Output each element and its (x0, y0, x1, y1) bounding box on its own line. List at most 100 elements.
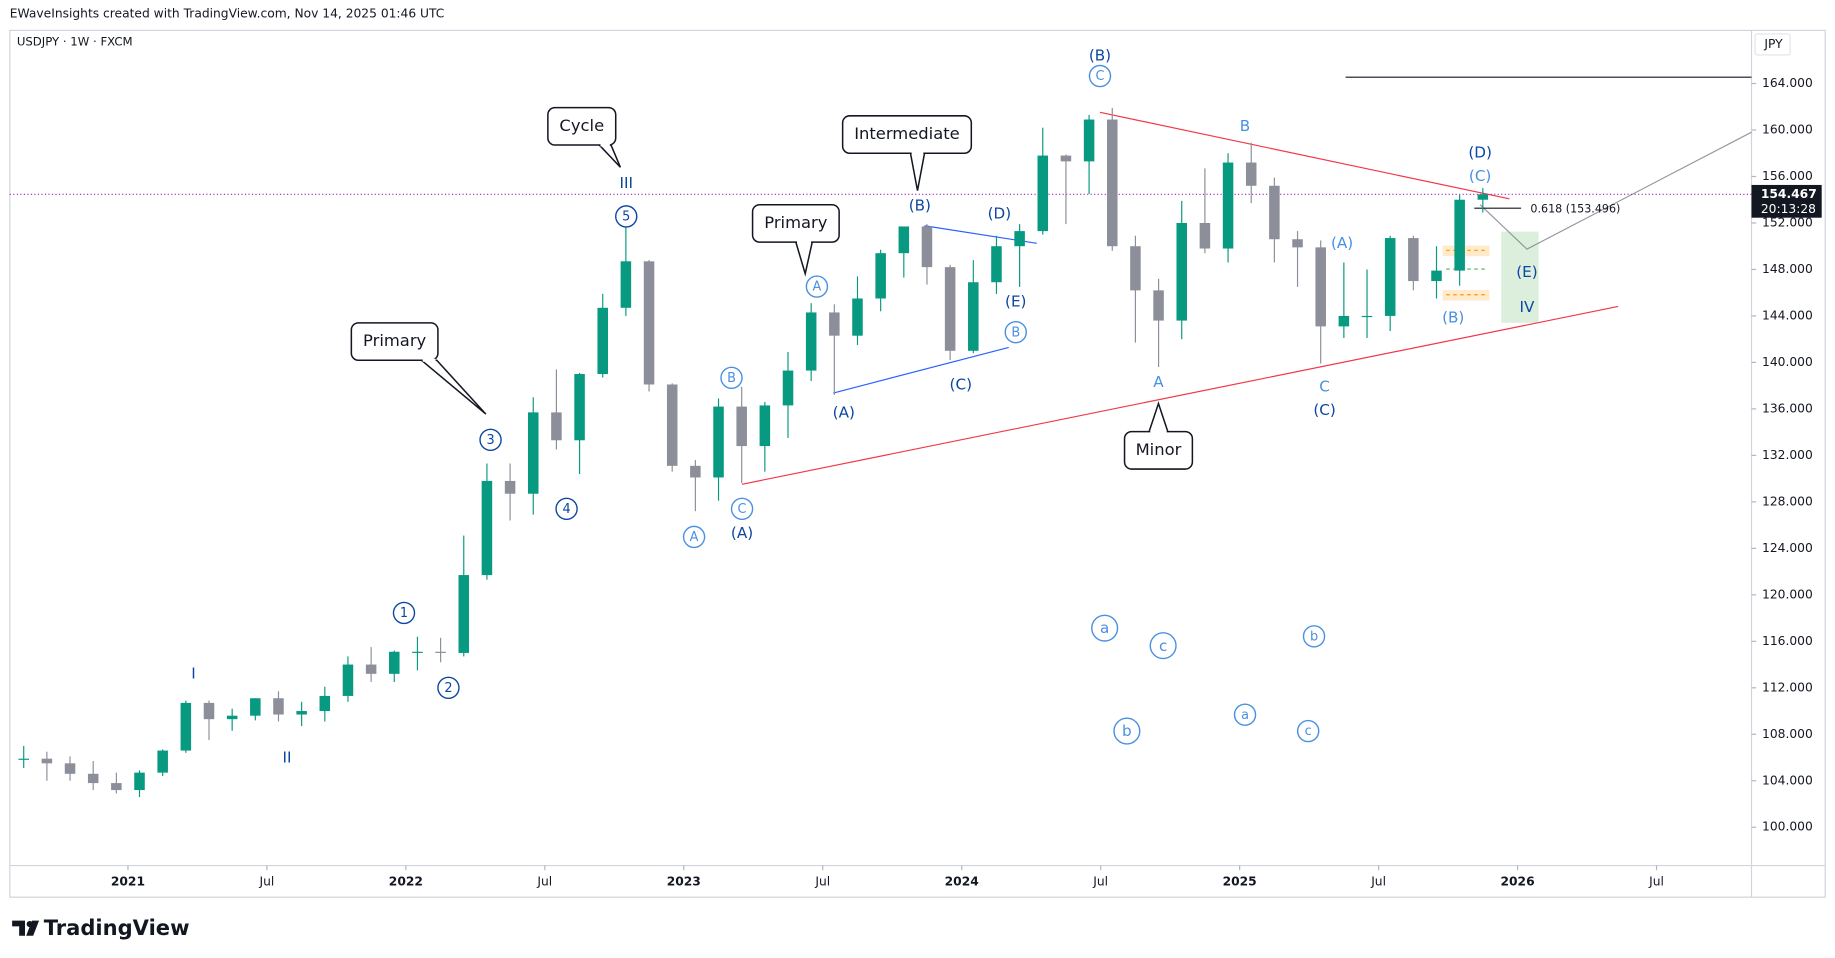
drawings (741, 76, 1752, 485)
candle-body (1384, 238, 1396, 316)
circled-label: A (813, 280, 822, 295)
candle-body (1106, 119, 1118, 247)
x-tick-label: Jul (1370, 874, 1386, 888)
candle-body (991, 246, 1002, 283)
candle-body (342, 664, 354, 696)
callout-label: Primary (764, 213, 828, 232)
candle-body (504, 480, 516, 494)
trendline (1099, 111, 1510, 200)
candle-body (250, 698, 261, 716)
wave-label: II (283, 748, 292, 766)
candle-body (203, 702, 215, 720)
candle-body (111, 783, 122, 791)
candle-body (389, 651, 400, 674)
candle-body (551, 412, 562, 441)
x-tick-label: Jul (258, 874, 274, 888)
wave-label: (D) (1468, 144, 1492, 162)
wave-label: (E) (1516, 263, 1537, 281)
candle-body (643, 261, 655, 385)
wave-label: IV (1519, 298, 1534, 316)
candle-body (157, 750, 168, 773)
y-tick-label: 144.000 (1762, 308, 1813, 322)
x-tick-label: 2025 (1223, 874, 1257, 888)
circled-label: c (1305, 724, 1312, 739)
y-tick-label: 160.000 (1762, 123, 1813, 137)
y-tick-label: 116.000 (1762, 634, 1813, 648)
wave-label: (B) (909, 196, 931, 214)
wave-circle (682, 525, 706, 549)
zone (1442, 245, 1490, 257)
candle-body (1037, 155, 1049, 232)
wave-circle (805, 275, 829, 298)
wave-label: I (191, 664, 195, 682)
price-label-box (1751, 184, 1822, 218)
x-tick-label: Jul (1092, 874, 1108, 888)
candle-body (1245, 162, 1257, 186)
wave-label: (C) (1469, 167, 1491, 185)
circled-label: B (727, 371, 736, 386)
y-tick-label: 164.000 (1762, 76, 1813, 90)
candle-body (713, 406, 724, 478)
candle-body (1176, 222, 1188, 321)
header: EWaveInsights created with TradingView.c… (10, 7, 445, 21)
candle-body (944, 267, 956, 351)
wave-circle (730, 497, 754, 521)
candle-body (296, 711, 307, 715)
wave-label: (C) (950, 375, 972, 393)
wave-label: (E) (1005, 292, 1026, 310)
candle-body (1361, 315, 1373, 318)
callout-label: Intermediate (854, 124, 960, 143)
frame (9, 29, 1826, 898)
y-tick-label: 128.000 (1762, 494, 1813, 508)
wave-circle (1113, 717, 1141, 745)
candle-body (18, 758, 29, 760)
callout-label: Cycle (559, 116, 604, 135)
y-tick-label: 100.000 (1762, 820, 1813, 834)
x-tick-label: Jul (814, 874, 830, 888)
wave-label: (A) (1331, 234, 1353, 252)
wave-label: A (1153, 373, 1164, 391)
candle-body (1477, 194, 1489, 200)
candle-body (690, 465, 701, 478)
wave-label: (A) (731, 524, 753, 542)
callout-label: Primary (363, 331, 427, 350)
candle-body (1315, 247, 1326, 327)
wave-label: (C) (1313, 401, 1335, 419)
x-tick-label: 2023 (667, 874, 701, 888)
y-tick-label: 136.000 (1762, 401, 1813, 415)
callout-box (350, 322, 439, 362)
x-tick-label: 2026 (1500, 874, 1534, 888)
x-tick-label: 2022 (389, 874, 423, 888)
wave-label: B (1240, 117, 1250, 135)
x-tick-label: Jul (1648, 874, 1664, 888)
candle-body (180, 702, 192, 751)
currency: JPY (1763, 37, 1783, 51)
candle-body (1222, 162, 1234, 249)
candle-body (782, 370, 794, 406)
logo: TradingView (12, 915, 190, 940)
wave-label: III (620, 174, 633, 192)
candle-body (1060, 155, 1072, 162)
y-tick-label: 140.000 (1762, 355, 1813, 369)
wave-label: C (1319, 378, 1330, 396)
candle-body (620, 261, 632, 308)
candle-body (1083, 119, 1095, 162)
circled-label: 2 (444, 681, 452, 696)
candle-body (597, 307, 608, 375)
fib-label: 0.618 (153.496) (1530, 202, 1620, 215)
y-tick-label: 112.000 (1762, 680, 1813, 694)
candle-body (64, 763, 76, 774)
circled-label: 3 (486, 433, 494, 448)
wave-circle (720, 366, 743, 390)
candle-body (481, 480, 493, 576)
candle-body (226, 715, 238, 720)
circled-label: A (690, 530, 699, 545)
target-zone (1501, 231, 1539, 323)
y-tick-label: 104.000 (1762, 773, 1813, 787)
candle-body (1431, 270, 1442, 282)
logo-dot (26, 921, 33, 928)
countdown: 20:13:28 (1761, 202, 1816, 216)
candle-body (968, 282, 979, 351)
circled-label: 1 (400, 606, 408, 621)
